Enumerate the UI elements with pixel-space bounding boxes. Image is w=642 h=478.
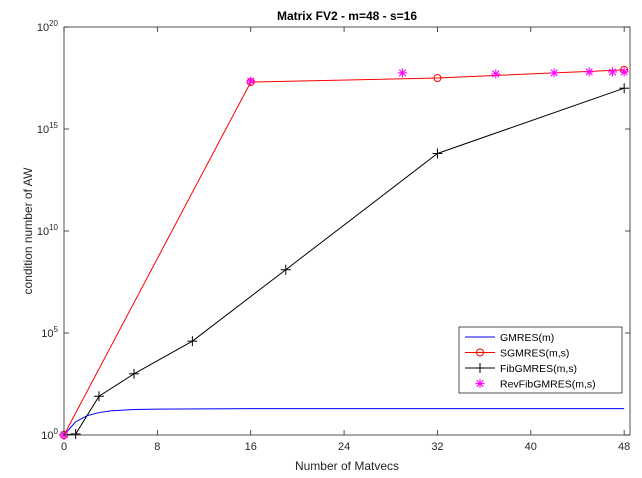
y-tick-label-2: 1010 [37,223,59,238]
point-revfibgmres-m-s-7 [619,67,629,77]
x-tick-label-1: 8 [154,441,160,453]
x-tick-label-2: 16 [245,441,257,453]
series-line-fibgmres-m-s [63,87,625,436]
legend-marker-revfibgmres-m-s-d2 [476,379,484,388]
x-axis-label: Number of Matvecs [295,459,399,473]
point-revfibgmres-m-s-5 [584,67,594,77]
point-revfibgmres-m-s-1 [246,76,256,86]
point-revfibgmres-m-s-2 [397,68,407,78]
point-sgmres-m-s-2 [433,74,442,82]
ticks-layer: 0 8 16 24 32 40 48 100 105 1010 1015 1020 [37,19,630,453]
point-revfibgmres-m-s-4-d2 [550,69,558,77]
point-fibgmres-m-s-4 [187,336,198,347]
legend-marker-fibgmres-m-s [475,363,485,373]
point-revfibgmres-m-s-1-d2 [247,77,255,85]
legend-label-fibgmres-m-s: FibGMRES(m,s) [500,363,577,375]
point-revfibgmres-m-s-4 [549,68,559,78]
x-tick-label-3: 24 [338,441,350,453]
legend-label-revfibgmres-m-s: RevFibGMRES(m,s) [500,379,596,391]
point-revfibgmres-m-s-5-d2 [585,68,593,76]
point-fibgmres-m-s-7 [619,83,630,94]
point-fibgmres-m-s-5 [280,264,291,275]
y-axis-label: condition number of AW [21,167,35,295]
x-tick-label-4: 32 [431,441,443,453]
x-tick-label-6: 48 [618,441,630,453]
chart-title: Matrix FV2 - m=48 - s=16 [277,9,417,23]
y-tick-label-0: 100 [41,427,58,442]
y-tick-label-3: 1015 [37,121,59,136]
point-fibgmres-m-s-1 [70,428,81,439]
series-line-sgmres-m-s [63,69,625,436]
y-tick-label-1: 105 [41,325,58,340]
point-revfibgmres-m-s-3-d2 [492,70,500,78]
legend: GMRES(m) SGMRES(m,s) FibGMRES(m,s) RevFibGM… [458,326,623,394]
point-fibgmres-m-s-6 [432,148,443,159]
point-revfibgmres-m-s-2-d2 [398,69,407,77]
legend-marker-revfibgmres-m-s [475,379,485,388]
point-fibgmres-m-s-2 [94,391,105,402]
point-revfibgmres-m-s-6 [607,67,617,77]
point-fibgmres-m-s-3 [129,368,140,379]
legend-marker-sgmres-m-s [476,348,484,357]
legend-box [458,326,623,394]
x-tick-label-5: 40 [525,441,537,453]
legend-label-gmres-m: GMRES(m) [500,332,554,344]
point-revfibgmres-m-s-6-d2 [608,68,617,76]
x-tick-label-0: 0 [61,441,67,453]
point-revfibgmres-m-s-3 [491,69,501,79]
legend-label-sgmres-m-s: SGMRES(m,s) [500,348,569,360]
point-revfibgmres-m-s-7-d2 [620,68,628,76]
y-tick-label-4: 1020 [37,19,59,34]
